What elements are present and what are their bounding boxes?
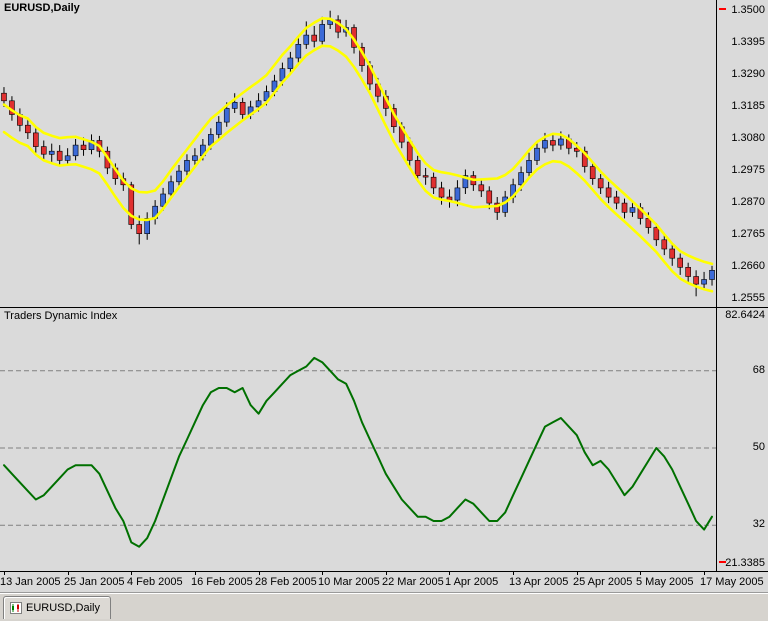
time-axis-tick (704, 572, 705, 575)
scale-marker (719, 561, 726, 563)
price-axis-label: 1.2660 (731, 260, 765, 272)
time-axis-label: 17 May 2005 (700, 576, 764, 588)
indicator-canvas[interactable] (0, 308, 716, 571)
indicator-axis-label: 68 (752, 364, 765, 376)
price-chart-pane[interactable]: EURUSD,Daily (0, 0, 717, 308)
indicator-axis-label: 32 (752, 518, 765, 530)
time-axis-label: 16 Feb 2005 (191, 576, 253, 588)
time-axis-tick (577, 572, 578, 575)
time-axis-tick (195, 572, 196, 575)
time-axis-tick (449, 572, 450, 575)
time-axis-tick (386, 572, 387, 575)
price-axis-label: 1.2555 (731, 292, 765, 304)
indicator-axis-label: 50 (752, 441, 765, 453)
time-axis-label: 10 Mar 2005 (318, 576, 380, 588)
time-axis-label: 13 Apr 2005 (509, 576, 569, 588)
price-axis[interactable]: 1.3500 1.3395 1.3290 1.3185 1.3080 1.2975 1.28… (717, 0, 768, 308)
time-axis[interactable]: 13 Jan 2005 25 Jan 2005 4 Feb 2005 16 Feb 2… (0, 572, 768, 592)
time-axis-tick (640, 572, 641, 575)
price-axis-label: 1.2765 (731, 228, 765, 240)
price-axis-label: 1.2975 (731, 164, 765, 176)
price-axis-label: 1.3080 (731, 132, 765, 144)
time-axis-label: 28 Feb 2005 (255, 576, 317, 588)
chart-symbol-label: EURUSD,Daily (4, 2, 80, 14)
indicator-axis-label: 21.3385 (725, 557, 765, 569)
chart-tab-icon (10, 602, 22, 614)
time-axis-tick (259, 572, 260, 575)
time-axis-tick (322, 572, 323, 575)
indicator-axis[interactable]: 82.6424 68 50 32 21.3385 (717, 308, 768, 572)
price-axis-label: 1.3395 (731, 36, 765, 48)
tab-bar: EURUSD,Daily (0, 592, 768, 621)
indicator-axis-label: 82.6424 (725, 309, 765, 321)
time-axis-label: 13 Jan 2005 (0, 576, 61, 588)
time-axis-tick (513, 572, 514, 575)
time-axis-label: 25 Apr 2005 (573, 576, 633, 588)
time-axis-label: 22 Mar 2005 (382, 576, 444, 588)
price-axis-label: 1.3185 (731, 100, 765, 112)
chart-tab[interactable]: EURUSD,Daily (3, 596, 111, 619)
time-axis-label: 1 Apr 2005 (445, 576, 499, 588)
time-axis-tick (68, 572, 69, 575)
time-axis-tick (131, 572, 132, 575)
price-axis-label: 1.3500 (731, 4, 765, 16)
time-axis-tick (4, 572, 5, 575)
scale-marker (719, 8, 726, 10)
chart-tab-label: EURUSD,Daily (26, 602, 100, 614)
price-axis-label: 1.3290 (731, 68, 765, 80)
time-axis-label: 4 Feb 2005 (127, 576, 183, 588)
time-axis-label: 5 May 2005 (636, 576, 694, 588)
time-axis-label: 25 Jan 2005 (64, 576, 125, 588)
indicator-title: Traders Dynamic Index (4, 310, 118, 322)
indicator-pane[interactable]: Traders Dynamic Index (0, 308, 717, 572)
price-axis-label: 1.2870 (731, 196, 765, 208)
price-chart-canvas[interactable] (0, 0, 716, 307)
